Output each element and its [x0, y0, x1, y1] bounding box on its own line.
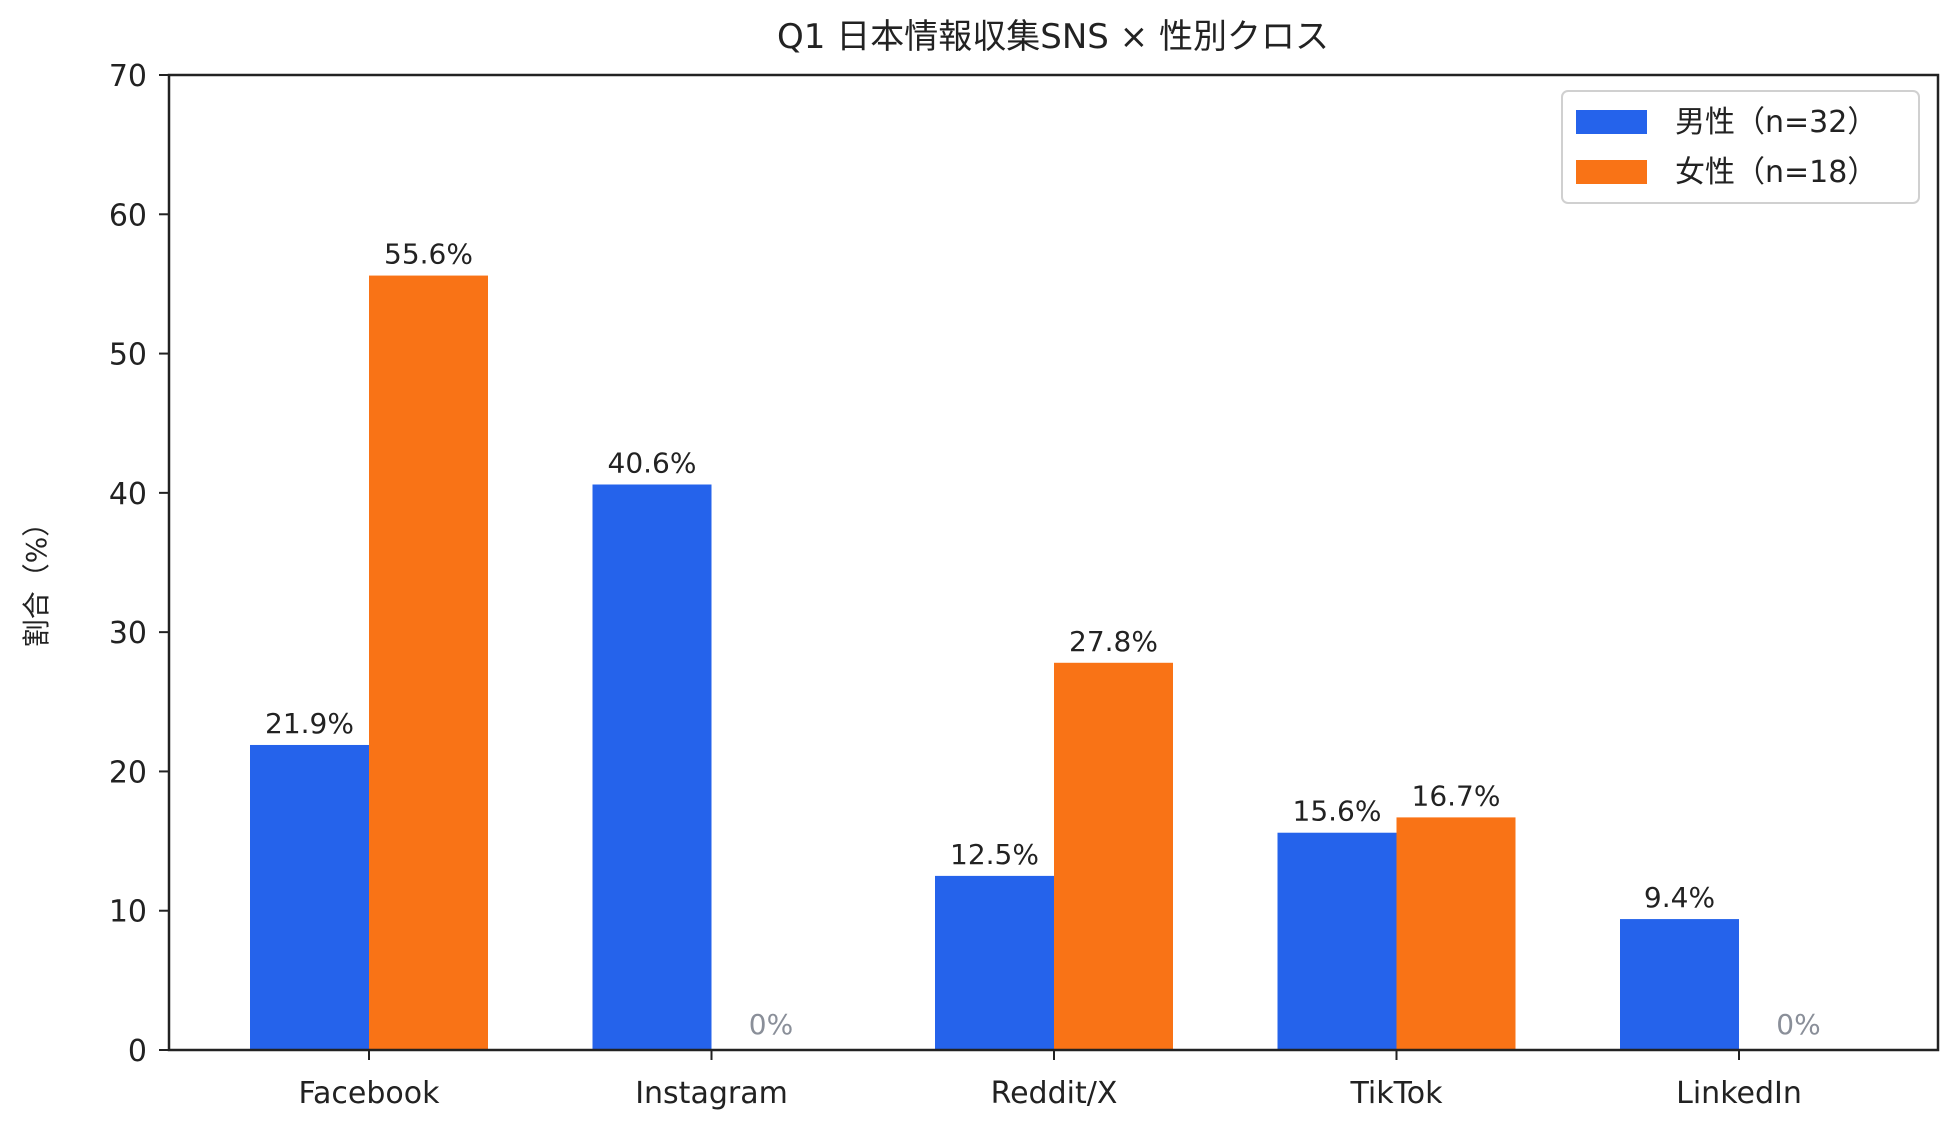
data-label: 27.8%	[1069, 625, 1158, 658]
chart-title: Q1 日本情報収集SNS × 性別クロス	[777, 17, 1329, 57]
bar-male	[250, 744, 369, 1050]
y-tick-label: 0	[128, 1034, 147, 1069]
x-tick-label: TikTok	[1349, 1076, 1443, 1111]
y-tick-label: 60	[109, 198, 147, 233]
y-tick-label: 50	[109, 338, 147, 373]
legend-swatch-female	[1576, 160, 1647, 184]
data-label: 0%	[1776, 1008, 1820, 1041]
legend: 男性（n=32） 女性（n=18）	[1561, 90, 1920, 204]
data-label: 15.6%	[1293, 795, 1382, 828]
data-label: 21.9%	[265, 707, 354, 740]
bar-female	[1396, 817, 1516, 1050]
bar-female	[1054, 662, 1173, 1050]
data-label: 9.4%	[1644, 881, 1715, 914]
y-axis-label: 割合（%）	[20, 509, 53, 648]
legend-label-male: 男性（n=32）	[1675, 105, 1877, 140]
y-tick-label: 30	[109, 616, 147, 651]
bar-male	[592, 484, 712, 1050]
bar-male	[935, 875, 1054, 1050]
bar-male	[1277, 832, 1397, 1050]
x-tick-label: Facebook	[299, 1076, 441, 1111]
data-label: 40.6%	[608, 447, 697, 480]
bar-female	[369, 275, 488, 1051]
data-label: 12.5%	[950, 838, 1039, 871]
x-tick-label: Instagram	[635, 1076, 788, 1111]
axes-frame	[167, 73, 1940, 1052]
legend-label-female: 女性（n=18）	[1675, 155, 1877, 190]
y-tick-label: 70	[109, 59, 147, 94]
x-tick-label: LinkedIn	[1676, 1076, 1802, 1111]
data-label: 0%	[749, 1008, 793, 1041]
x-tick-label: Reddit/X	[991, 1076, 1118, 1111]
y-tick-label: 20	[109, 755, 147, 790]
data-label: 16.7%	[1412, 779, 1501, 812]
y-tick-label: 40	[109, 477, 147, 512]
bar-male	[1620, 919, 1739, 1050]
data-label: 55.6%	[384, 238, 473, 271]
legend-swatch-male	[1576, 110, 1647, 134]
y-tick-label: 10	[109, 895, 147, 930]
